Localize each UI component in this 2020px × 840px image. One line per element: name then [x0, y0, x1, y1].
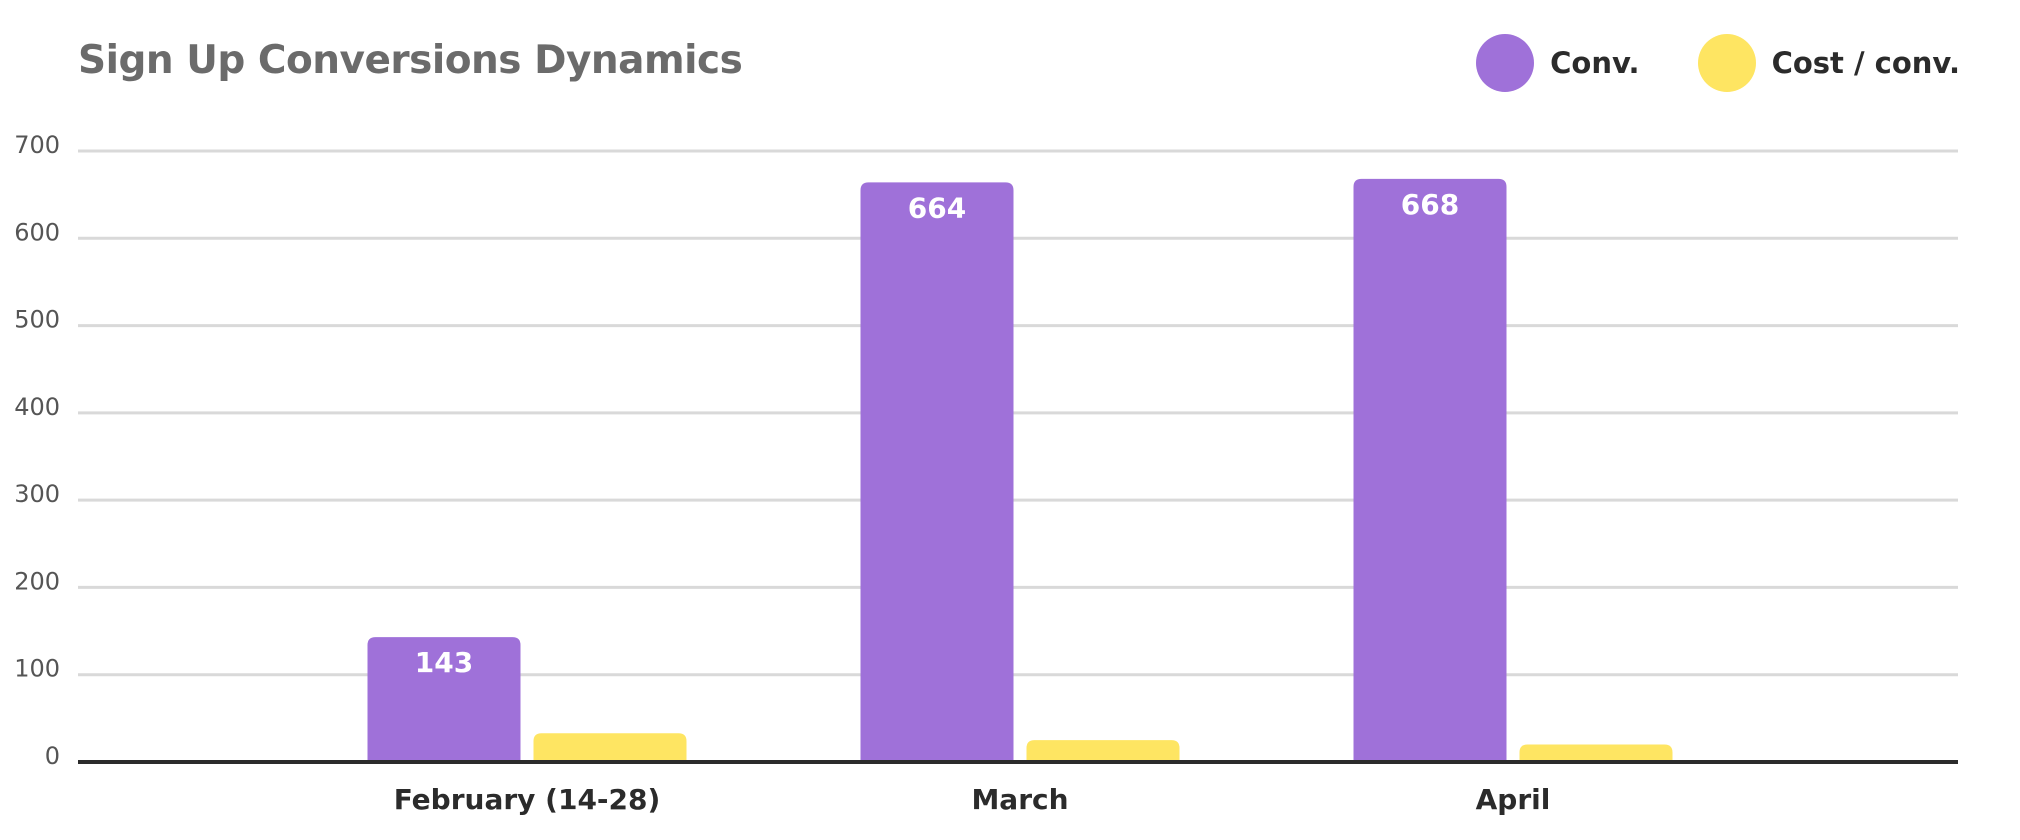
y-tick-label-0: 0 — [45, 742, 60, 770]
data-label-conv-1: 664 — [908, 191, 966, 224]
y-tick-label-100: 100 — [14, 655, 60, 683]
y-tick-label-400: 400 — [14, 393, 60, 421]
bar-cost-per-conv-0 — [533, 733, 687, 762]
legend-label-conv: Conv. — [1550, 46, 1640, 80]
y-tick-label-200: 200 — [14, 567, 60, 595]
x-tick-label-1: March — [971, 783, 1068, 816]
y-tick-label-300: 300 — [14, 480, 60, 508]
bar-cost-per-conv-2 — [1519, 744, 1673, 762]
legend-label-cost-per-conv: Cost / conv. — [1771, 46, 1960, 80]
chart-title: Sign Up Conversions Dynamics — [78, 38, 743, 83]
data-label-conv-2: 668 — [1401, 188, 1459, 221]
legend-item-conv[interactable]: Conv. — [1476, 34, 1640, 92]
y-tick-label-500: 500 — [14, 306, 60, 334]
bar-cost-per-conv-1 — [1026, 740, 1180, 762]
bar-conv-2 — [1353, 178, 1507, 763]
bar-conv-0 — [367, 637, 521, 762]
data-label-conv-0: 143 — [415, 646, 473, 679]
x-tick-label-0: February (14-28) — [394, 783, 661, 816]
legend-item-cost-per-conv[interactable]: Cost / conv. — [1697, 34, 1960, 92]
legend-swatch-cost-per-conv — [1697, 34, 1756, 92]
bar-conv-1 — [860, 182, 1014, 762]
y-tick-label-600: 600 — [14, 218, 60, 246]
legend: Conv. Cost / conv. — [1418, 34, 1960, 92]
legend-swatch-conv — [1476, 34, 1535, 92]
y-tick-label-700: 700 — [14, 131, 60, 159]
x-tick-label-2: April — [1476, 783, 1551, 816]
